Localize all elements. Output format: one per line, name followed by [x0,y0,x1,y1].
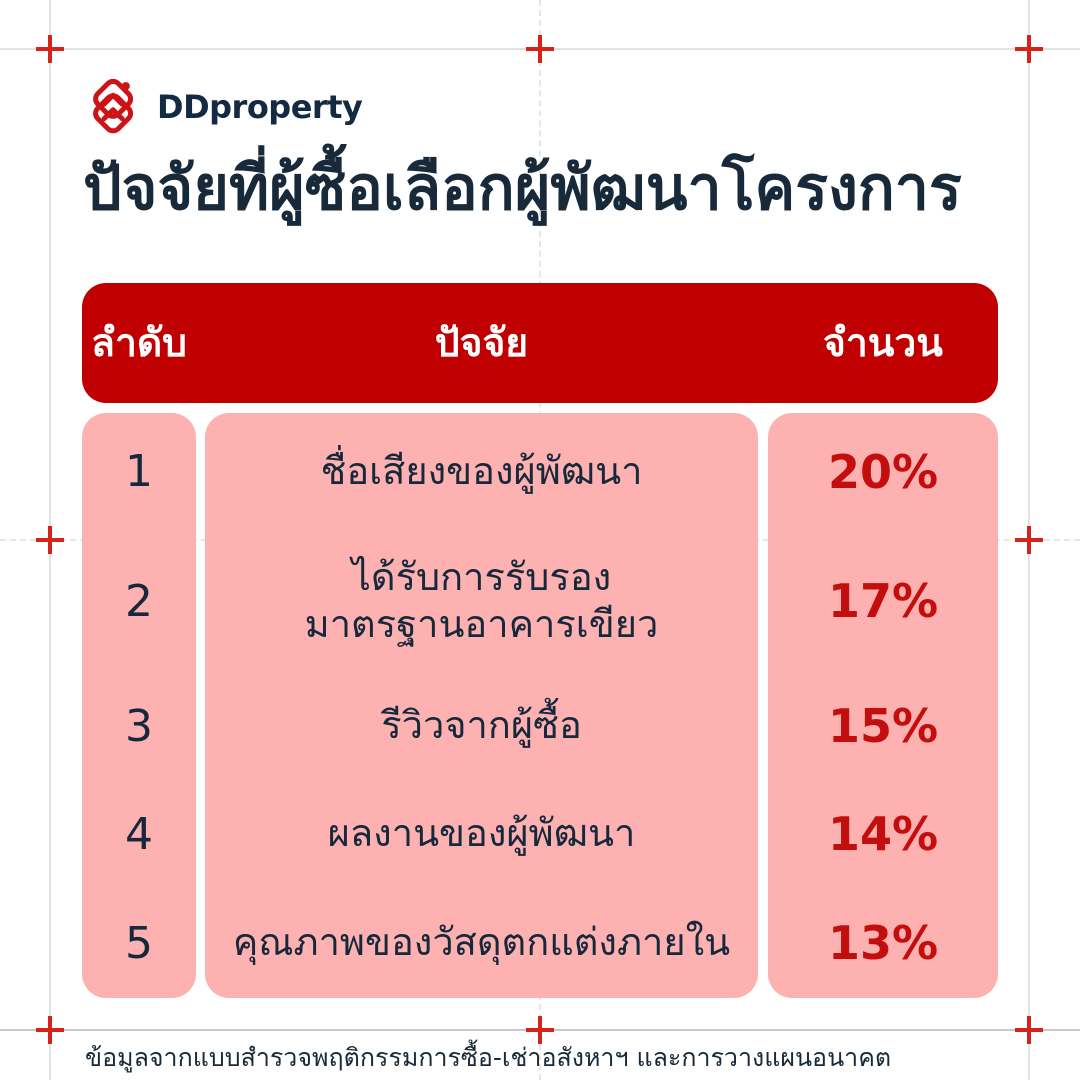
table-column-percent: 20% 17% 15% 14% 13% [768,413,998,998]
registration-mark-icon [1015,35,1043,63]
rank-value: 1 [125,446,153,497]
registration-mark-icon [36,35,64,63]
table-header-row: ลำดับ ปัจจัย จำนวน [82,283,998,403]
ddproperty-house-icon [85,78,143,136]
source-note: ข้อมูลจากแบบสำรวจพฤติกรรมการซื้อ-เช่าอสั… [85,1043,892,1072]
page-title: ปัจจัยที่ผู้ซื้อเลือกผู้พัฒนาโครงการ [83,153,962,224]
rank-value: 4 [125,808,153,860]
registration-mark-icon [1015,526,1043,554]
header-amount: จำนวน [823,321,943,366]
brand-logo: DDproperty [85,78,363,136]
registration-mark-icon [526,35,554,63]
percent-value: 13% [827,916,939,970]
factor-value: ชื่อเสียงของผู้พัฒนา [320,448,643,493]
rank-value: 5 [125,917,153,969]
registration-mark-icon [526,1016,554,1044]
header-rank: ลำดับ [91,321,187,366]
table-column-factor: ชื่อเสียงของผู้พัฒนา ได้รับการรับรอง มาต… [205,413,758,998]
percent-value: 15% [827,699,939,753]
brand-name: DDproperty [157,88,363,126]
factor-value: รีวิวจากผู้ซื้อ [381,703,582,748]
rank-value: 3 [125,700,153,752]
factor-value: ได้รับการรับรอง มาตรฐานอาคารเขียว [304,554,659,647]
registration-mark-icon [1015,1016,1043,1044]
header-factor: ปัจจัย [434,321,529,366]
registration-mark-icon [36,1016,64,1044]
factor-value: ผลงานของผู้พัฒนา [327,811,636,856]
registration-mark-icon [36,526,64,554]
table-column-rank: 1 2 3 4 5 [82,413,196,998]
percent-value: 14% [827,807,939,861]
factor-value: คุณภาพของวัสดุตกแต่งภายใน [232,920,731,965]
percent-value: 20% [827,444,939,499]
rank-value: 2 [125,575,153,627]
percent-value: 17% [827,574,939,628]
